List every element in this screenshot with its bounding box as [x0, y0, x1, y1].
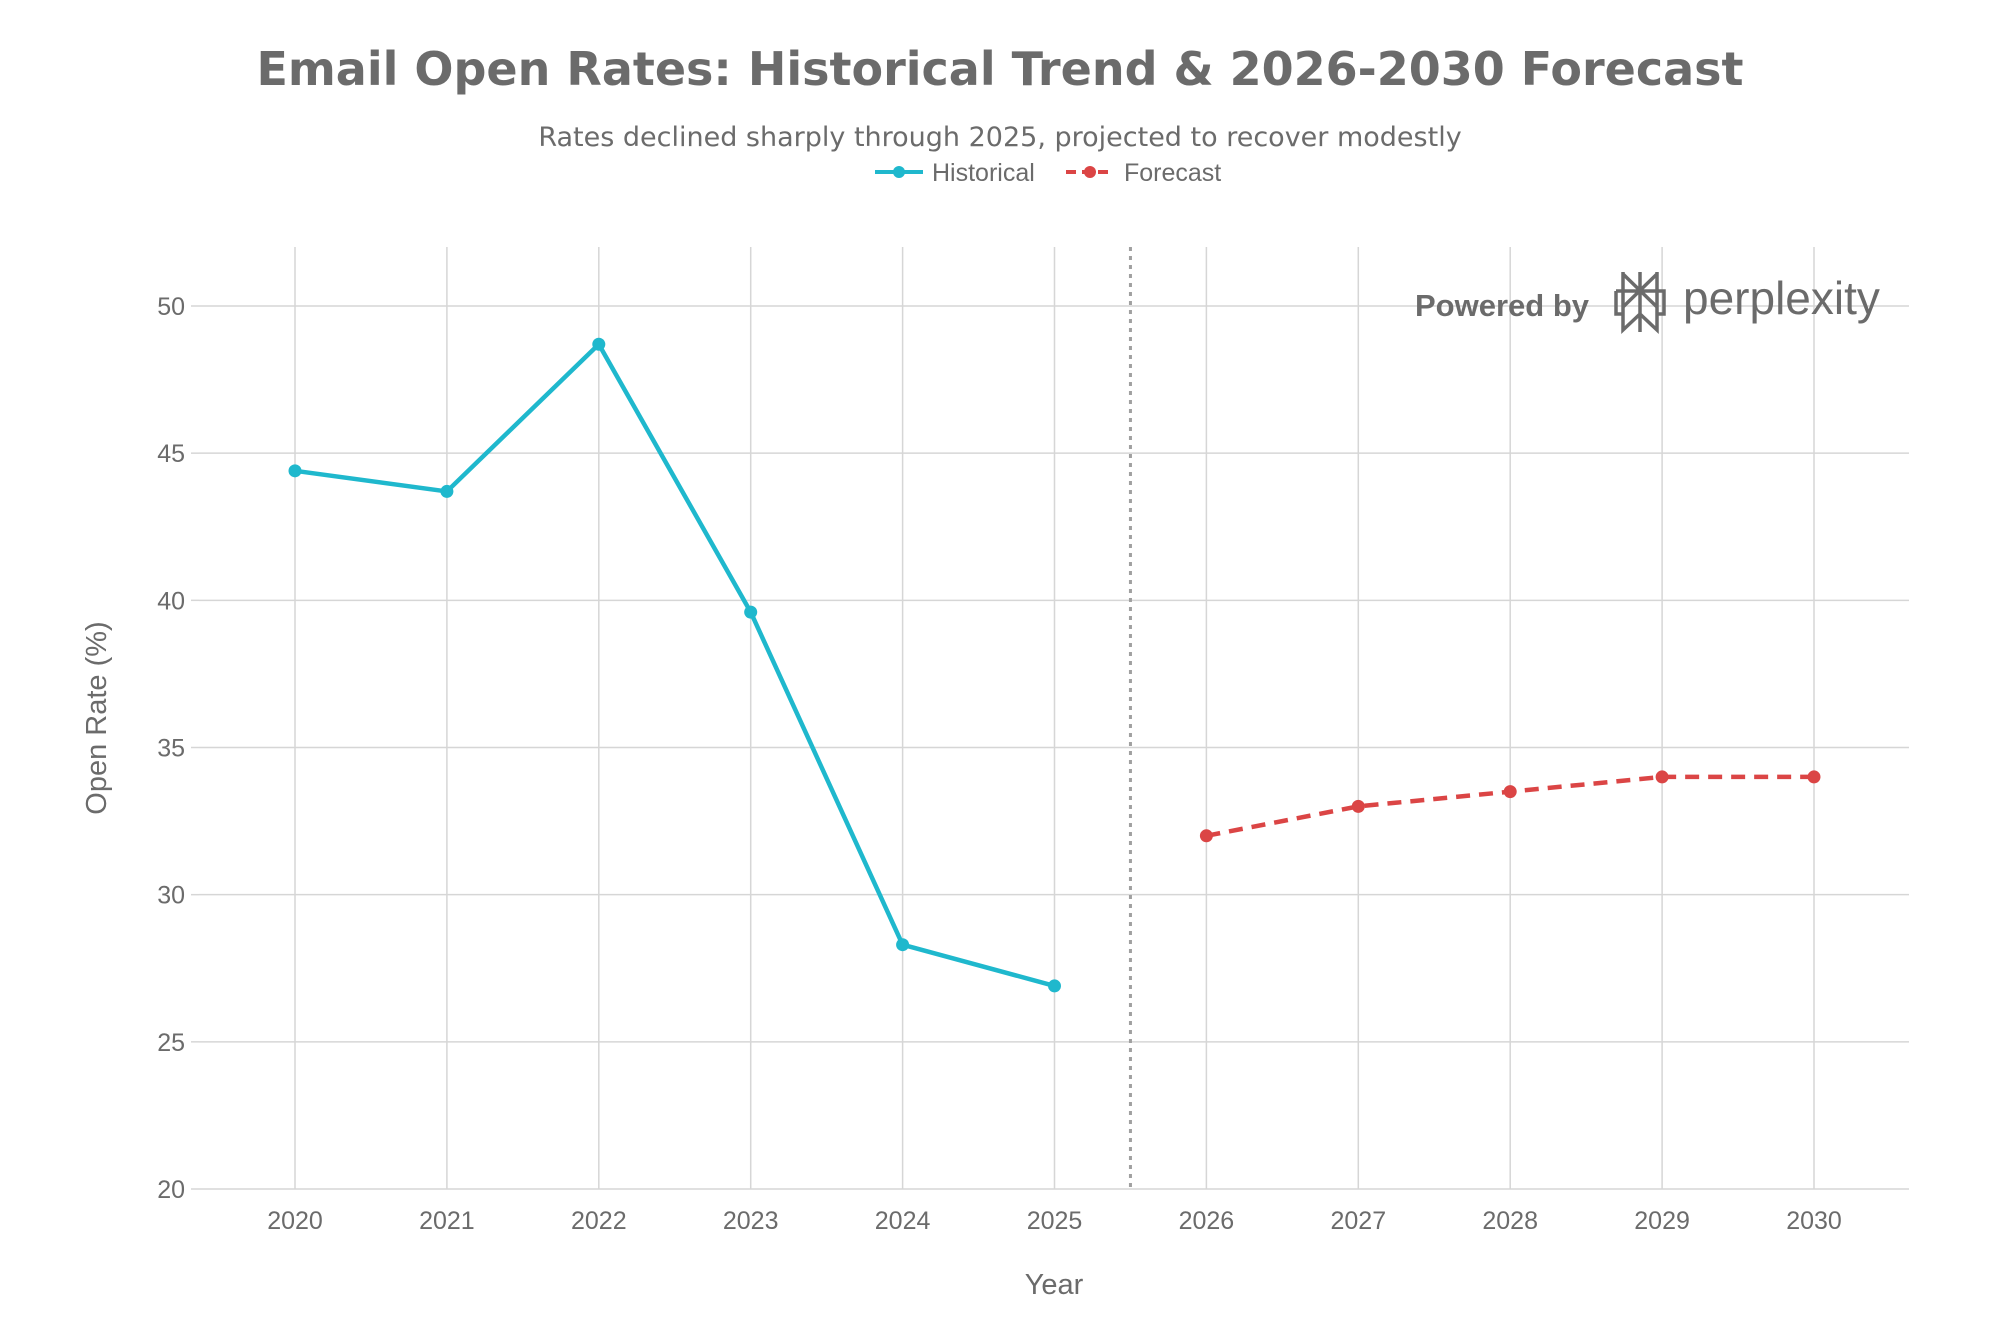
- data-point-forecast-2027[interactable]: [1351, 799, 1365, 813]
- gridlines: [191, 247, 1909, 1190]
- x-tick-label: 2020: [267, 1207, 323, 1235]
- y-tick-label: 40: [157, 587, 185, 615]
- data-point-forecast-2026[interactable]: [1199, 829, 1213, 843]
- legend-marker-forecast: [1084, 166, 1096, 178]
- perplexity-watermark: Powered by perplexity: [1415, 272, 1880, 335]
- data-point-historical-2022[interactable]: [592, 337, 606, 351]
- watermark-brand: perplexity: [1683, 272, 1880, 324]
- series-line-historical: [294, 342, 1056, 989]
- chart-title: Email Open Rates: Historical Trend & 202…: [256, 42, 1743, 96]
- y-tick-label: 25: [157, 1029, 185, 1057]
- legend-item-historical[interactable]: Historical: [875, 159, 1035, 187]
- x-tick-label: 2023: [723, 1207, 779, 1235]
- x-tick-label: 2022: [571, 1207, 627, 1235]
- x-tick-label: 2030: [1786, 1207, 1842, 1235]
- series: [288, 337, 1821, 993]
- y-tick-label: 30: [157, 882, 185, 910]
- perplexity-logo-icon: [1614, 272, 1666, 335]
- legend-marker-historical: [893, 166, 905, 178]
- watermark-prefix: Powered by: [1415, 288, 1590, 323]
- y-axis-title: Open Rate (%): [81, 621, 113, 814]
- data-point-historical-2021[interactable]: [440, 484, 454, 498]
- x-tick-label: 2029: [1634, 1207, 1690, 1235]
- x-tick-label: 2026: [1179, 1207, 1235, 1235]
- data-point-historical-2024[interactable]: [896, 938, 910, 952]
- legend-label-historical: Historical: [932, 159, 1035, 187]
- data-point-historical-2020[interactable]: [288, 464, 302, 478]
- data-point-forecast-2028[interactable]: [1503, 785, 1517, 799]
- data-point-historical-2023[interactable]: [744, 605, 758, 619]
- data-point-forecast-2030[interactable]: [1807, 770, 1821, 784]
- x-tick-label: 2025: [1027, 1207, 1083, 1235]
- x-tick-label: 2027: [1330, 1207, 1386, 1235]
- y-tick-label: 50: [157, 293, 185, 321]
- legend[interactable]: Historical Forecast: [875, 159, 1221, 187]
- x-tick-label: 2021: [419, 1207, 475, 1235]
- x-tick-label: 2028: [1482, 1207, 1538, 1235]
- y-tick-label: 35: [157, 735, 185, 763]
- y-tick-label: 20: [157, 1176, 185, 1204]
- x-axis-title: Year: [1025, 1269, 1084, 1301]
- y-tick-label: 45: [157, 440, 185, 468]
- legend-label-forecast: Forecast: [1124, 159, 1221, 187]
- data-point-forecast-2029[interactable]: [1655, 770, 1669, 784]
- data-point-historical-2025[interactable]: [1048, 979, 1061, 993]
- legend-item-forecast[interactable]: Forecast: [1066, 159, 1221, 187]
- x-tick-label: 2024: [875, 1207, 931, 1235]
- chart-subtitle: Rates declined sharply through 2025, pro…: [538, 122, 1461, 153]
